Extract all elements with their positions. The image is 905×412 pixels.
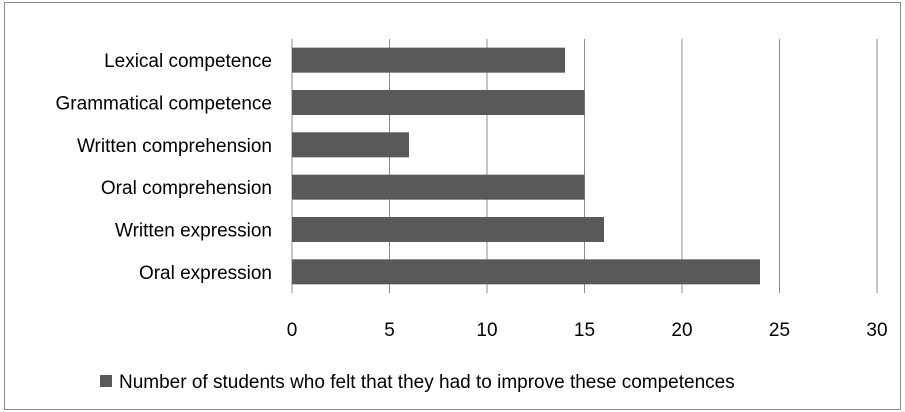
x-tick-label: 25 [769, 320, 790, 341]
bar [292, 132, 409, 158]
category-label: Oral expression [139, 263, 272, 284]
legend-label: Number of students who felt that they ha… [119, 372, 735, 393]
bars [292, 47, 760, 285]
x-tick-label: 15 [574, 320, 595, 341]
x-tick-label: 20 [671, 320, 692, 341]
legend: Number of students who felt that they ha… [100, 372, 735, 393]
x-tick-label: 30 [866, 320, 887, 341]
category-label: Lexical competence [104, 51, 272, 72]
bar [292, 174, 585, 200]
x-tick-labels: 0 5 10 15 20 25 30 [287, 320, 888, 341]
x-tick-label: 10 [476, 320, 497, 341]
x-tick-label: 0 [287, 320, 298, 341]
category-label: Oral comprehension [101, 178, 272, 199]
bar [292, 259, 760, 285]
category-label: Written expression [115, 221, 272, 242]
legend-swatch [100, 375, 112, 387]
gridlines [291, 39, 878, 293]
bar [292, 47, 565, 73]
bar-chart: Lexical competence Grammatical competence… [56, 39, 888, 393]
x-tick-label: 5 [384, 320, 395, 341]
category-labels: Lexical competence Grammatical competence… [56, 51, 272, 284]
chart-frame: Lexical competence Grammatical competence… [4, 2, 901, 410]
bar [292, 90, 585, 115]
category-label: Written comprehension [77, 136, 272, 157]
bar [292, 217, 604, 242]
category-label: Grammatical competence [56, 94, 272, 115]
